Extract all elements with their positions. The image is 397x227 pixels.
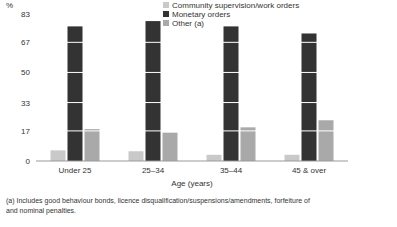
chart: 0 17 33 50 67 83% Under 25 25–34 35–44 45 & over A… [0, 0, 397, 227]
bar [68, 26, 83, 161]
y-tick-label: 33 [21, 99, 30, 108]
x-tick-label: 45 & over [292, 166, 327, 175]
y-tick-label: 67 [21, 38, 30, 47]
bar [207, 155, 222, 161]
y-tick-label: 17 [21, 127, 30, 136]
x-tick-label: Under 25 [59, 166, 92, 175]
grid-line [36, 72, 348, 73]
legend-swatch [163, 20, 169, 26]
x-axis-label: Age (years) [171, 179, 213, 188]
legend-label: Community supervision/work orders [172, 1, 299, 10]
bar [163, 133, 178, 161]
y-tick-label: 0 [26, 157, 31, 166]
y-axis-label: % [6, 1, 13, 10]
footnote: (a) Includes good behaviour bonds, licen… [6, 197, 310, 205]
grid-line [36, 102, 348, 103]
x-tick-label: 35–44 [220, 166, 243, 175]
bar [319, 120, 334, 161]
grid-line [36, 130, 348, 131]
bar [129, 151, 144, 161]
footnote: and nominal penalties. [6, 207, 76, 215]
bar [224, 26, 239, 161]
bar [285, 155, 300, 161]
legend-label: Monetary orders [172, 10, 230, 19]
x-axis [36, 161, 348, 162]
bar [302, 33, 317, 161]
y-tick-label: 83 [21, 10, 30, 19]
y-tick-label: 50 [21, 68, 30, 77]
legend-label: Other (a) [172, 19, 204, 28]
legend-swatch [163, 2, 169, 8]
x-tick-label: 25–34 [142, 166, 165, 175]
bar [85, 129, 100, 161]
bar [241, 127, 256, 161]
legend-swatch [163, 11, 169, 17]
bar [51, 150, 66, 161]
grid-line [36, 42, 348, 43]
